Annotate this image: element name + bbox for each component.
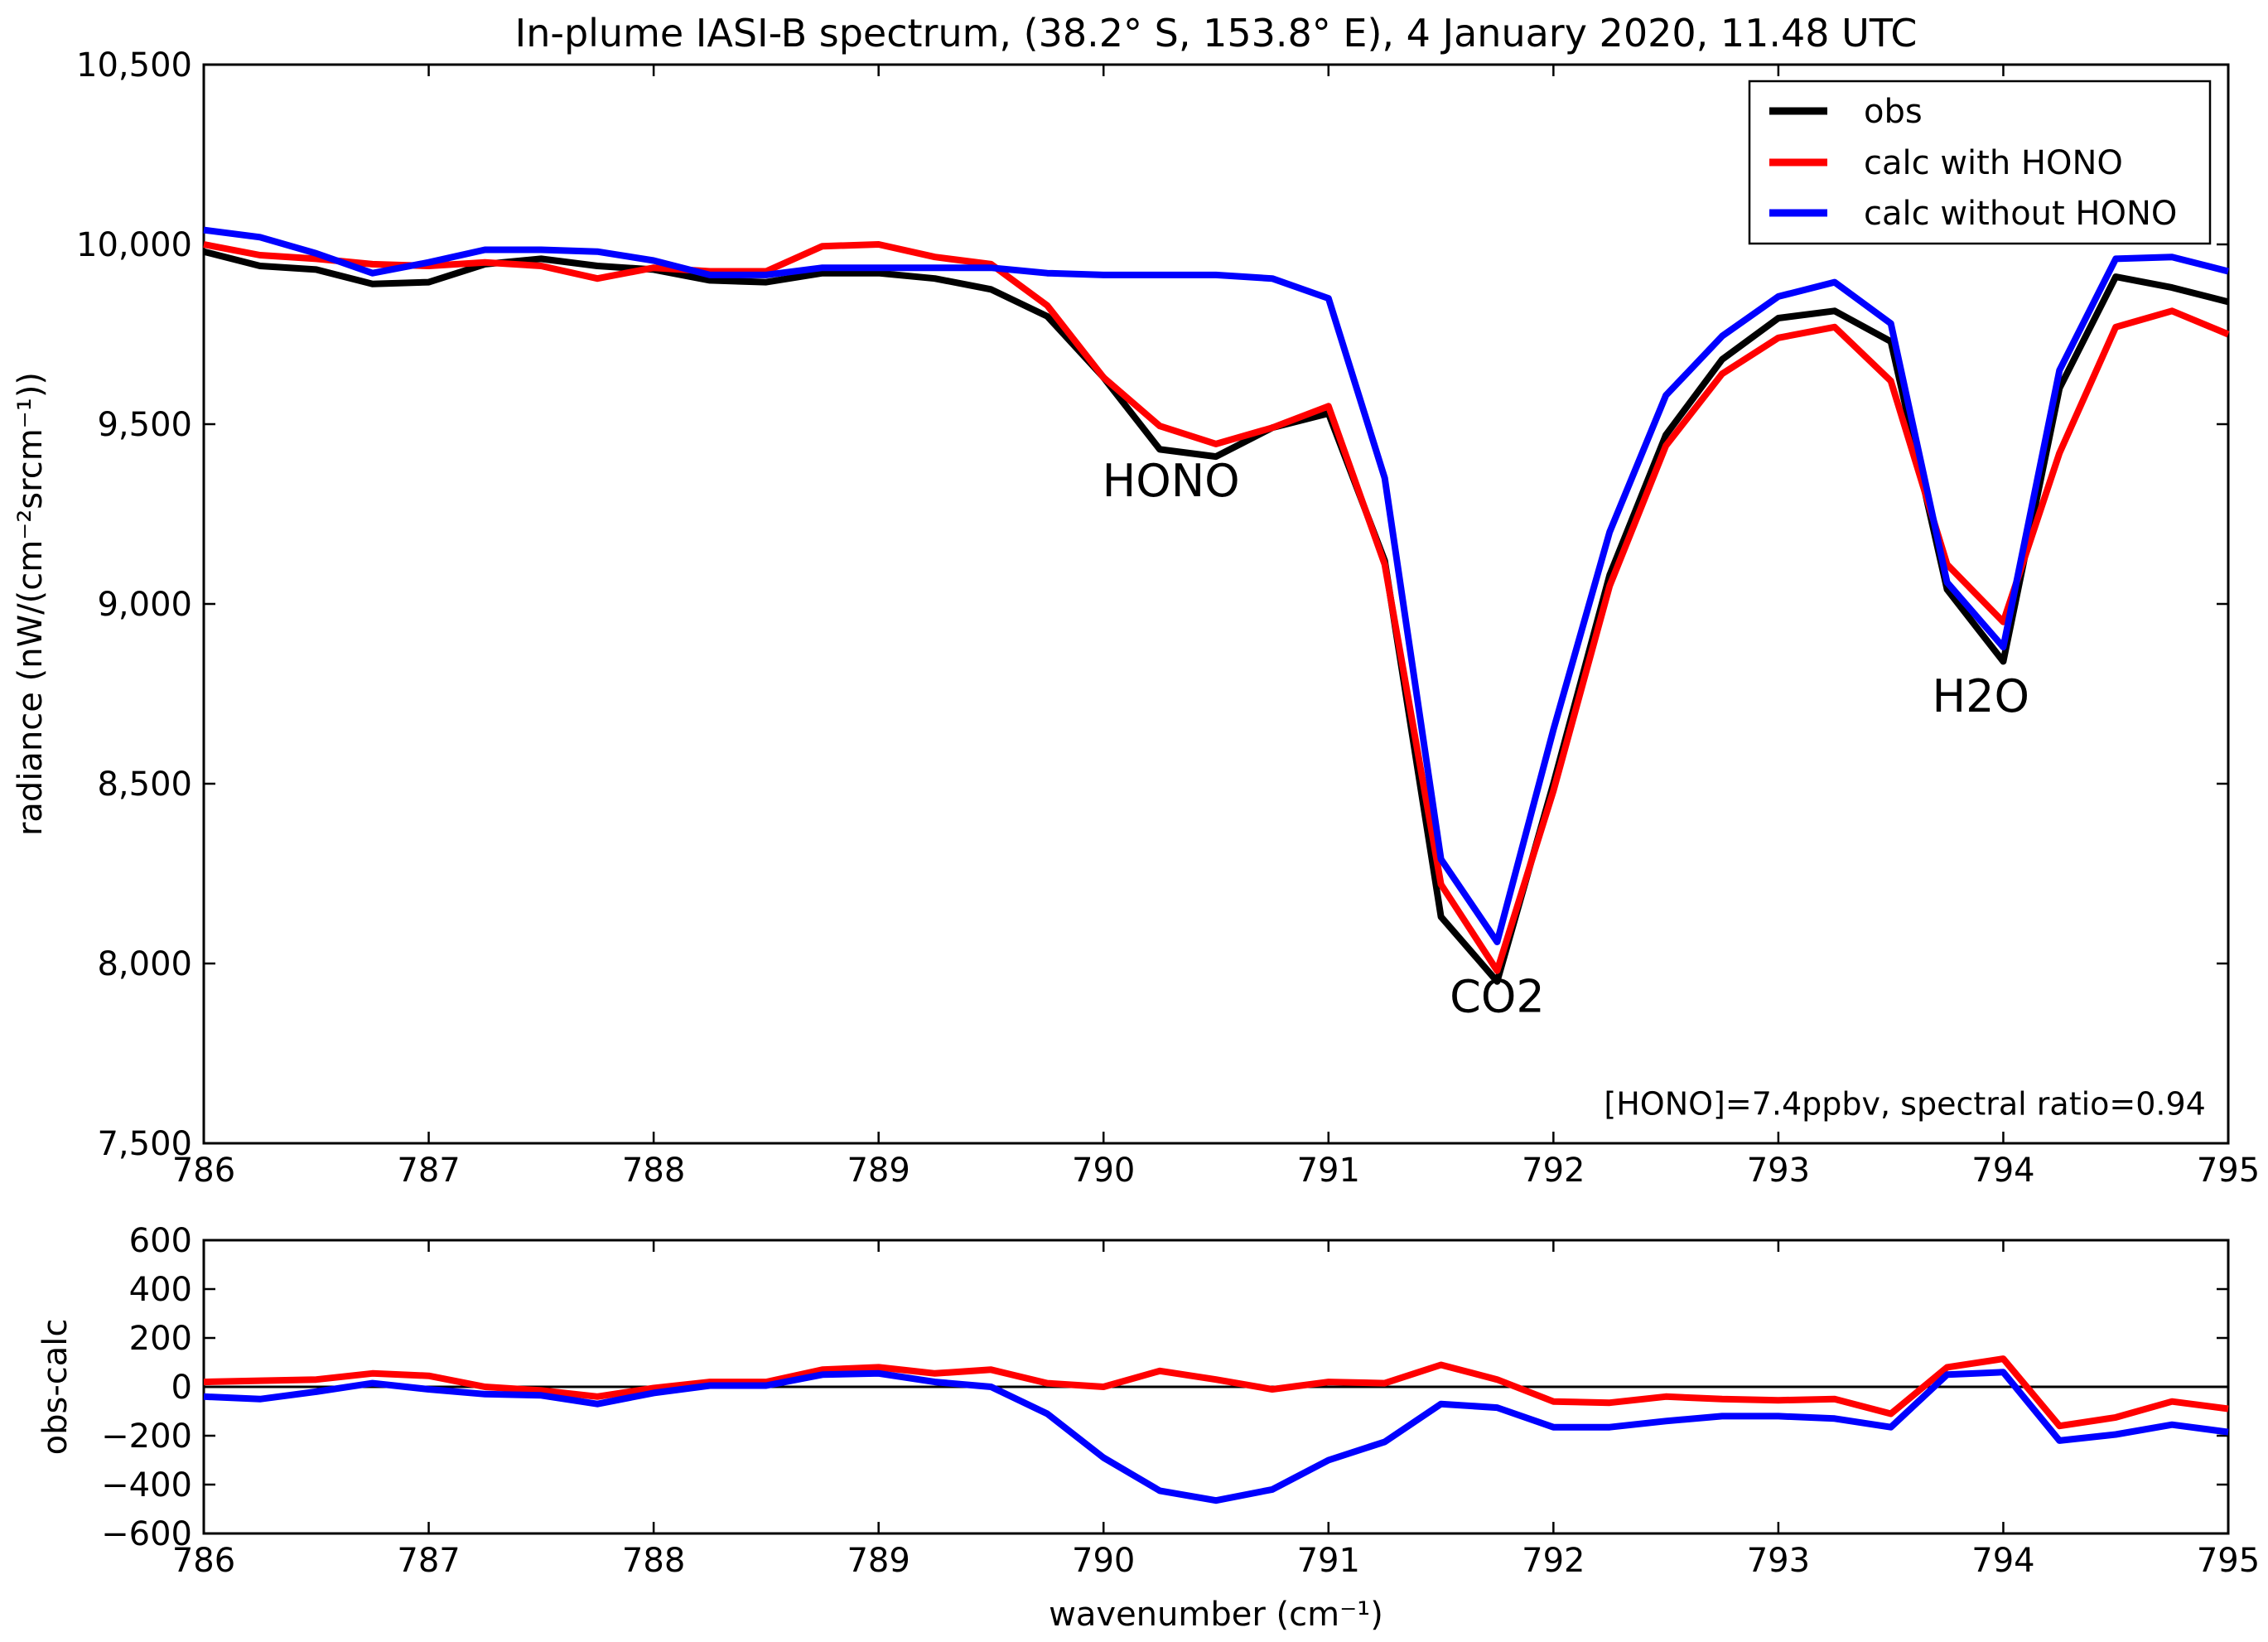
residual-panel: 786 787 788 789 790 791 792 793 794 795 −600−400−… — [36, 1222, 2260, 1634]
residual-x-tick-label: 791 — [1297, 1542, 1360, 1580]
spectrum-annotations: HONO CO2 H2O [HONO]=7.4ppbv, spectral ratio… — [1103, 455, 2206, 1122]
spectrum-x-tick-label: 787 — [397, 1152, 460, 1190]
residual-x-tick-label: 789 — [847, 1542, 910, 1580]
residual-y-tick-label: 400 — [129, 1271, 192, 1309]
residual-y-axis-label: obs-calc — [36, 1319, 75, 1456]
residual-x-tick-label: 786 — [172, 1542, 235, 1580]
residual-x-tick-label: 794 — [1971, 1542, 2034, 1580]
spectrum-y-tick-label: 9,000 — [97, 586, 192, 624]
x-axis-label: wavenumber (cm⁻¹) — [1049, 1596, 1383, 1634]
spectrum-y-tick-label: 9,500 — [97, 406, 192, 444]
chart-title: In-plume IASI-B spectrum, (38.2° S, 153.… — [515, 11, 1918, 56]
spectrum-series — [203, 226, 2230, 985]
spectrum-x-tick-label: 790 — [1072, 1152, 1135, 1190]
spectrum-x-tick-label: 792 — [1522, 1152, 1585, 1190]
annotation-co2: CO2 — [1450, 971, 1545, 1023]
residual-y-tick-label: 0 — [171, 1369, 192, 1407]
residual-y-tick-label: 600 — [129, 1222, 192, 1260]
annotation-hono: HONO — [1103, 455, 1240, 507]
spectrum-y-tick-label: 8,000 — [97, 945, 192, 983]
legend-entry-calc-without-hono: calc without HONO — [1864, 195, 2177, 233]
spectrum-x-tick-label: 791 — [1297, 1152, 1360, 1190]
spectrum-y-tick-label: 10,000 — [76, 226, 192, 264]
spectrum-y-tick-label: 8,500 — [97, 765, 192, 804]
spectrum-panel: In-plume IASI-B spectrum, (38.2° S, 153.… — [12, 11, 2260, 1190]
residual-x-tick-label: 792 — [1522, 1542, 1585, 1580]
spectrum-y-tick-label: 10,500 — [76, 46, 192, 85]
spectrum-y-tick-label: 7,500 — [97, 1125, 192, 1163]
residual-y-tick-label: −600 — [101, 1515, 192, 1553]
spectrum-x-ticks: 786 787 788 789 790 791 792 793 794 795 — [172, 65, 2260, 1190]
spectrum-x-tick-label: 795 — [2197, 1152, 2260, 1190]
residual-x-tick-label: 787 — [397, 1542, 460, 1580]
residual-y-ticks: −600 −400 −200 0 200 400 600 — [101, 1222, 2228, 1553]
legend: obs calc with HONO calc without HONO — [1748, 80, 2212, 245]
spectrum-x-tick-label: 789 — [847, 1152, 910, 1190]
residual-x-tick-label: 788 — [622, 1542, 685, 1580]
legend-entry-obs: obs — [1864, 93, 1923, 131]
spectrum-x-tick-label: 786 — [172, 1152, 235, 1190]
residual-y-tick-label: −400 — [101, 1466, 192, 1504]
residual-x-ticks: 786 787 788 789 790 791 792 793 794 795 — [172, 1240, 2260, 1580]
spectrum-x-tick-label: 794 — [1971, 1152, 2034, 1190]
spectrum-x-tick-label: 788 — [622, 1152, 685, 1190]
spectrum-y-axis-label: radiance (nW/(cm⁻²srcm⁻¹)) — [12, 372, 50, 836]
spectral-ratio-note: [HONO]=7.4ppbv, spectral ratio=0.94 — [1604, 1085, 2205, 1122]
residual-series — [203, 1355, 2229, 1504]
spectrum-x-tick-label: 793 — [1747, 1152, 1810, 1190]
residual-x-tick-label: 795 — [2197, 1542, 2260, 1580]
spectrum-y-ticks: 7,500 8,000 8,500 9,000 9,500 10,000 10,500 — [76, 46, 2228, 1163]
legend-entry-calc-with-hono: calc with HONO — [1864, 144, 2123, 182]
residual-y-tick-label: −200 — [101, 1417, 192, 1456]
residual-y-tick-label: 200 — [129, 1320, 192, 1358]
annotation-h2o: H2O — [1933, 670, 2029, 722]
residual-x-tick-label: 790 — [1072, 1542, 1135, 1580]
residual-x-tick-label: 793 — [1747, 1542, 1810, 1580]
